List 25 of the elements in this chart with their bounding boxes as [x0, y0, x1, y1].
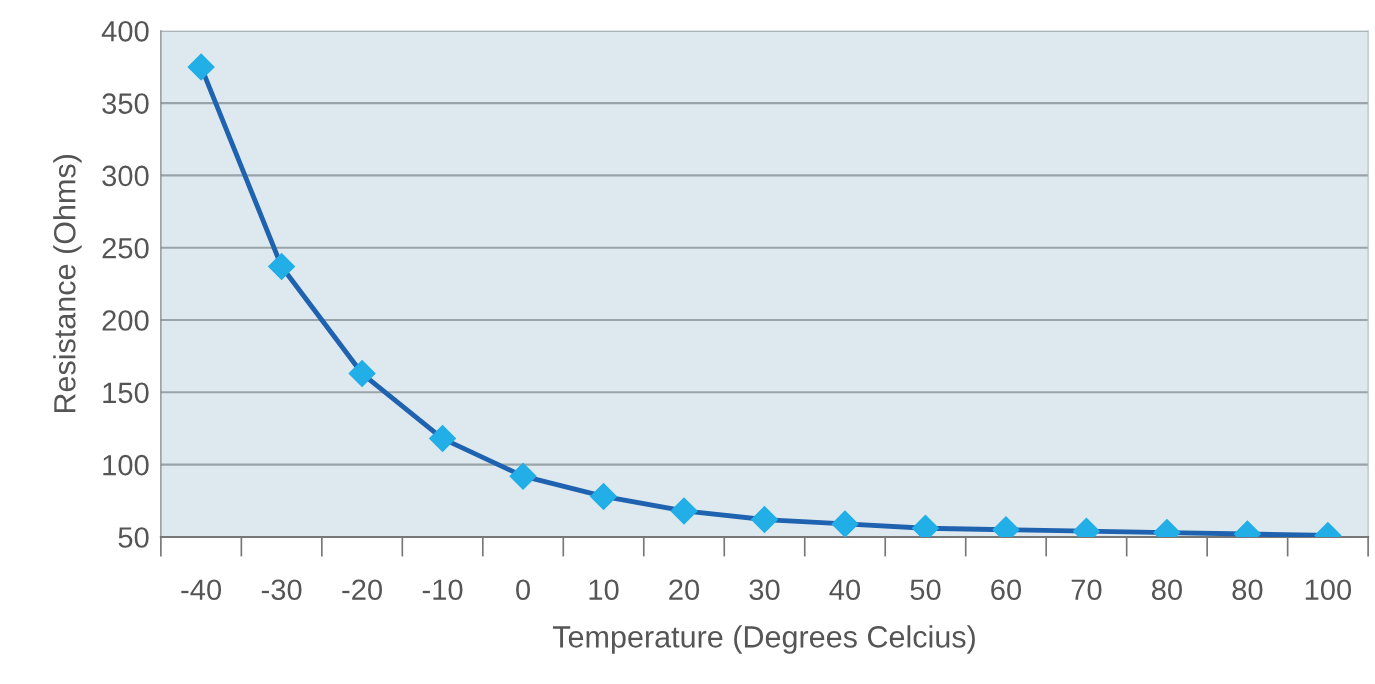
y-tick-label: 300: [102, 165, 149, 187]
y-tick-label: 50: [118, 527, 149, 548]
x-tick-label: -30: [261, 579, 302, 601]
y-tick-label: 200: [102, 310, 149, 331]
x-axis-title: Temperature (Degrees Celcius): [552, 625, 975, 654]
x-tick-label: 60: [991, 579, 1022, 601]
y-tick-label: 150: [103, 382, 149, 404]
y-tick-label: 400: [101, 20, 149, 42]
x-tick-label: 30: [749, 579, 780, 601]
x-tick-label: 40: [829, 579, 861, 601]
y-tick-label: 100: [103, 454, 149, 476]
x-tick-label: -20: [342, 579, 383, 601]
x-tick-label: 80: [1151, 579, 1182, 601]
x-tick-label: -10: [422, 579, 463, 601]
y-tick-label: 250: [102, 237, 149, 259]
x-tick-label: 20: [669, 579, 700, 601]
x-tick-label: 70: [1071, 579, 1102, 601]
x-tick-label: 100: [1305, 579, 1352, 601]
y-axis-title: Resistance (Ohms): [53, 155, 82, 413]
x-tick-label: 80: [1232, 579, 1263, 601]
x-tick-label: 50: [910, 579, 941, 601]
x-tick-label: 0: [516, 579, 531, 601]
y-tick-label: 350: [102, 93, 149, 114]
x-tick-label: -40: [181, 579, 222, 601]
x-tick-label: 10: [589, 579, 619, 601]
